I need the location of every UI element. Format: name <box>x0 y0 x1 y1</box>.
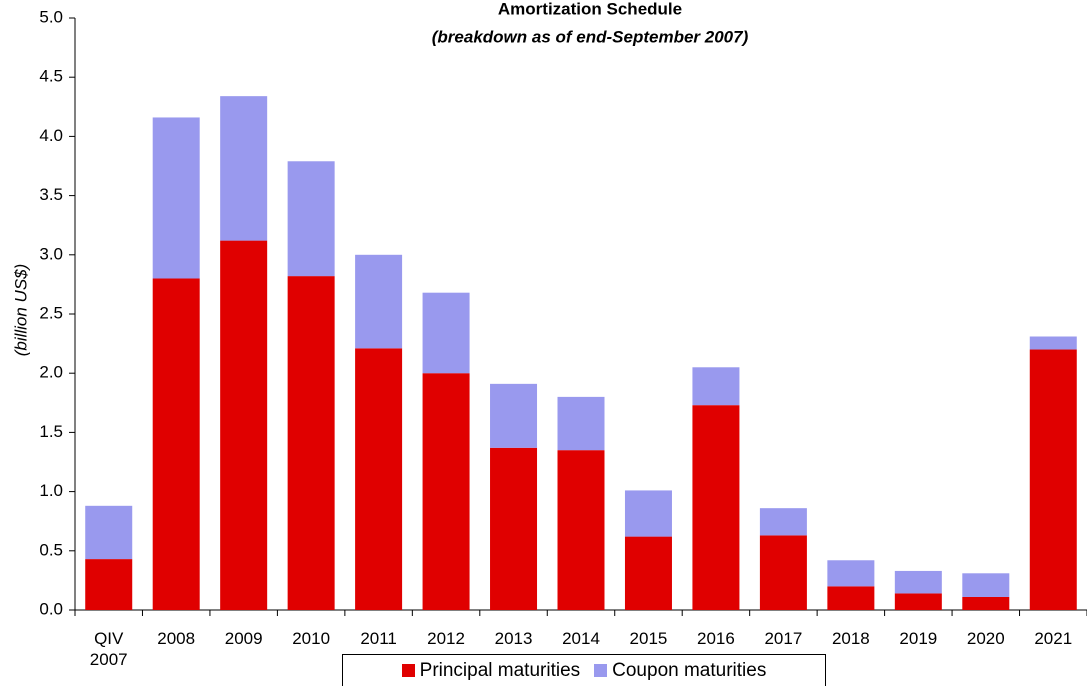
x-tick-label: 2021 <box>1034 629 1073 648</box>
y-tick-label: 1.0 <box>39 481 63 500</box>
y-tick-label: 4.5 <box>39 67 63 86</box>
x-tick-label: 2017 <box>764 629 803 648</box>
x-tick-label: 2019 <box>899 629 938 648</box>
y-tick-label: 3.5 <box>39 185 63 204</box>
bar <box>557 396 605 451</box>
x-tick-label: 2009 <box>224 629 263 648</box>
bar <box>624 490 672 537</box>
y-axis-label: (billion US$) <box>11 264 30 357</box>
bar <box>490 447 538 610</box>
x-tick-label: 2011 <box>360 629 397 648</box>
y-tick-label: 0.0 <box>39 599 63 618</box>
bar <box>220 240 268 611</box>
bar <box>220 96 268 241</box>
legend-item: Principal maturities <box>401 659 581 682</box>
bar <box>894 593 942 610</box>
chart-subtitle: (breakdown as of end-September 2007) <box>432 27 749 46</box>
bar <box>557 450 605 610</box>
legend-item: Coupon maturities <box>594 660 766 682</box>
bar <box>827 586 875 610</box>
bar <box>287 161 335 277</box>
x-tick-label: 2012 <box>427 629 465 648</box>
bar <box>85 559 133 610</box>
legend-label: Principal maturities <box>419 659 581 681</box>
bar <box>422 292 470 374</box>
bar <box>355 254 403 349</box>
y-tick-label: 2.5 <box>39 303 63 322</box>
bar <box>624 536 672 610</box>
legend: Principal maturities Coupon maturities <box>342 654 826 686</box>
bar <box>692 405 740 610</box>
x-tick-label: QIV 2007 <box>89 629 128 669</box>
bar <box>759 508 807 536</box>
legend-swatch <box>401 663 415 677</box>
bar <box>490 383 538 448</box>
x-tick-label: 2013 <box>494 629 533 648</box>
chart-title: Amortization Schedule <box>498 0 682 18</box>
x-tick-label: 2018 <box>831 629 870 648</box>
bar <box>894 570 942 594</box>
bar <box>692 367 740 406</box>
x-tick-label: 2008 <box>157 629 196 648</box>
y-tick-label: 5.0 <box>39 7 63 26</box>
x-tick-label: 2016 <box>697 629 735 648</box>
bar <box>962 596 1010 610</box>
legend-swatch <box>594 663 608 677</box>
y-tick-label: 4.0 <box>39 126 63 145</box>
bar <box>422 373 470 610</box>
bar <box>1029 349 1077 610</box>
y-tick-label: 2.0 <box>39 363 63 382</box>
x-tick-label: 2014 <box>562 629 600 648</box>
bar <box>1029 336 1077 350</box>
y-tick-label: 3.0 <box>39 244 63 263</box>
bar <box>827 560 875 587</box>
bar <box>759 535 807 610</box>
x-tick-label: 2020 <box>966 629 1005 648</box>
bar <box>355 348 403 610</box>
x-tick-label: 2015 <box>629 629 668 648</box>
bar <box>152 117 200 279</box>
x-tick-label: 2010 <box>292 629 331 648</box>
y-tick-label: 0.5 <box>39 540 63 559</box>
legend-label: Coupon maturities <box>612 659 767 681</box>
bar <box>287 276 335 610</box>
bar <box>152 278 200 610</box>
bar <box>85 505 133 560</box>
bar <box>962 573 1010 597</box>
y-tick-label: 1.5 <box>39 422 63 441</box>
